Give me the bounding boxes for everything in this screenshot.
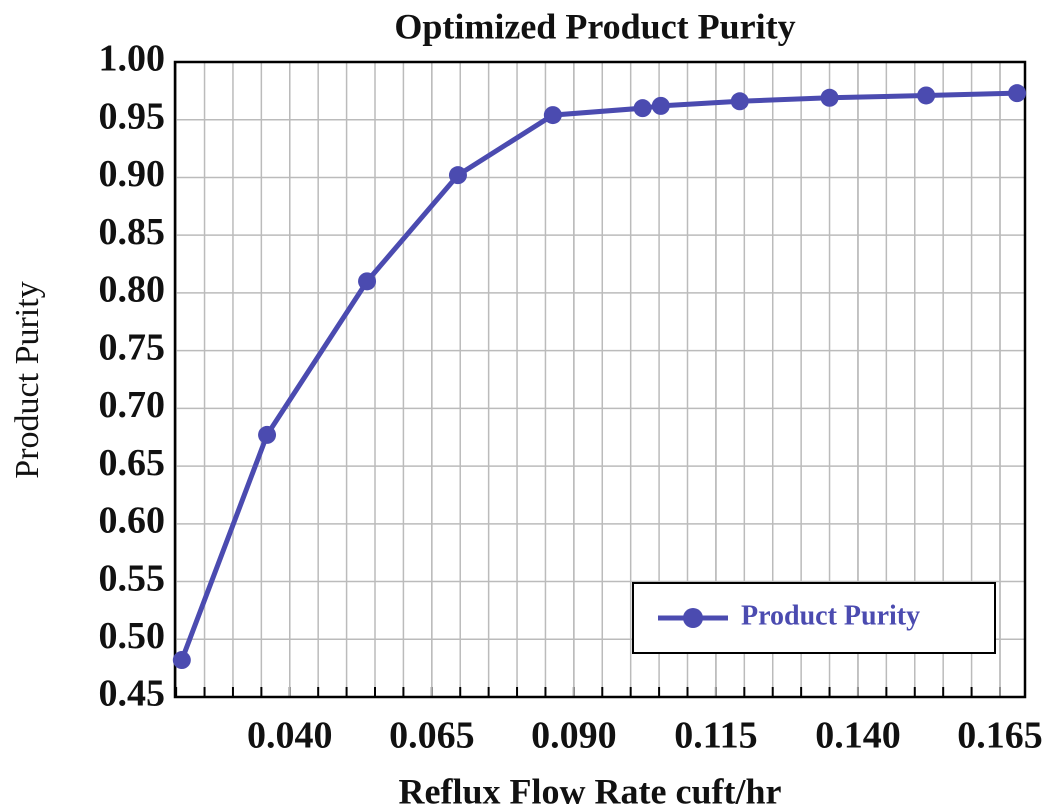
data-point [820, 88, 839, 107]
y-tick-label: 0.50 [99, 615, 166, 657]
data-point [448, 166, 467, 185]
data-point [917, 86, 936, 105]
data-point [1008, 84, 1027, 103]
y-axis-label: Product Purity [9, 281, 46, 478]
chart-title: Optimized Product Purity [394, 6, 795, 46]
y-tick-label: 0.60 [99, 500, 166, 542]
y-tick-label: 0.45 [99, 673, 166, 715]
x-tick-label: 0.140 [815, 715, 901, 757]
data-point [651, 96, 670, 115]
data-point [633, 99, 652, 118]
y-tick-label: 0.90 [99, 153, 166, 195]
y-tick-label: 0.75 [99, 326, 166, 368]
data-point [358, 272, 377, 291]
legend-marker [683, 608, 703, 628]
x-tick-label: 0.165 [957, 715, 1043, 757]
x-tick-label: 0.065 [389, 715, 475, 757]
x-tick-label: 0.040 [247, 715, 333, 757]
data-point [730, 92, 749, 111]
y-tick-label: 0.70 [99, 384, 166, 426]
y-tick-label: 1.00 [99, 38, 166, 80]
plot-frame [173, 60, 1027, 699]
x-tick-label: 0.090 [531, 715, 617, 757]
y-tick-label: 0.65 [99, 442, 166, 484]
data-point [543, 106, 562, 125]
x-tick-label: 0.115 [674, 715, 757, 757]
legend-label: Product Purity [741, 600, 920, 631]
data-point [258, 425, 277, 444]
y-tick-label: 0.55 [99, 557, 166, 599]
y-tick-label: 0.85 [99, 211, 166, 253]
y-tick-label: 0.95 [99, 95, 166, 137]
y-tick-label: 0.80 [99, 269, 166, 311]
x-axis-label: Reflux Flow Rate cuft/hr [399, 771, 782, 810]
data-point [172, 651, 191, 670]
